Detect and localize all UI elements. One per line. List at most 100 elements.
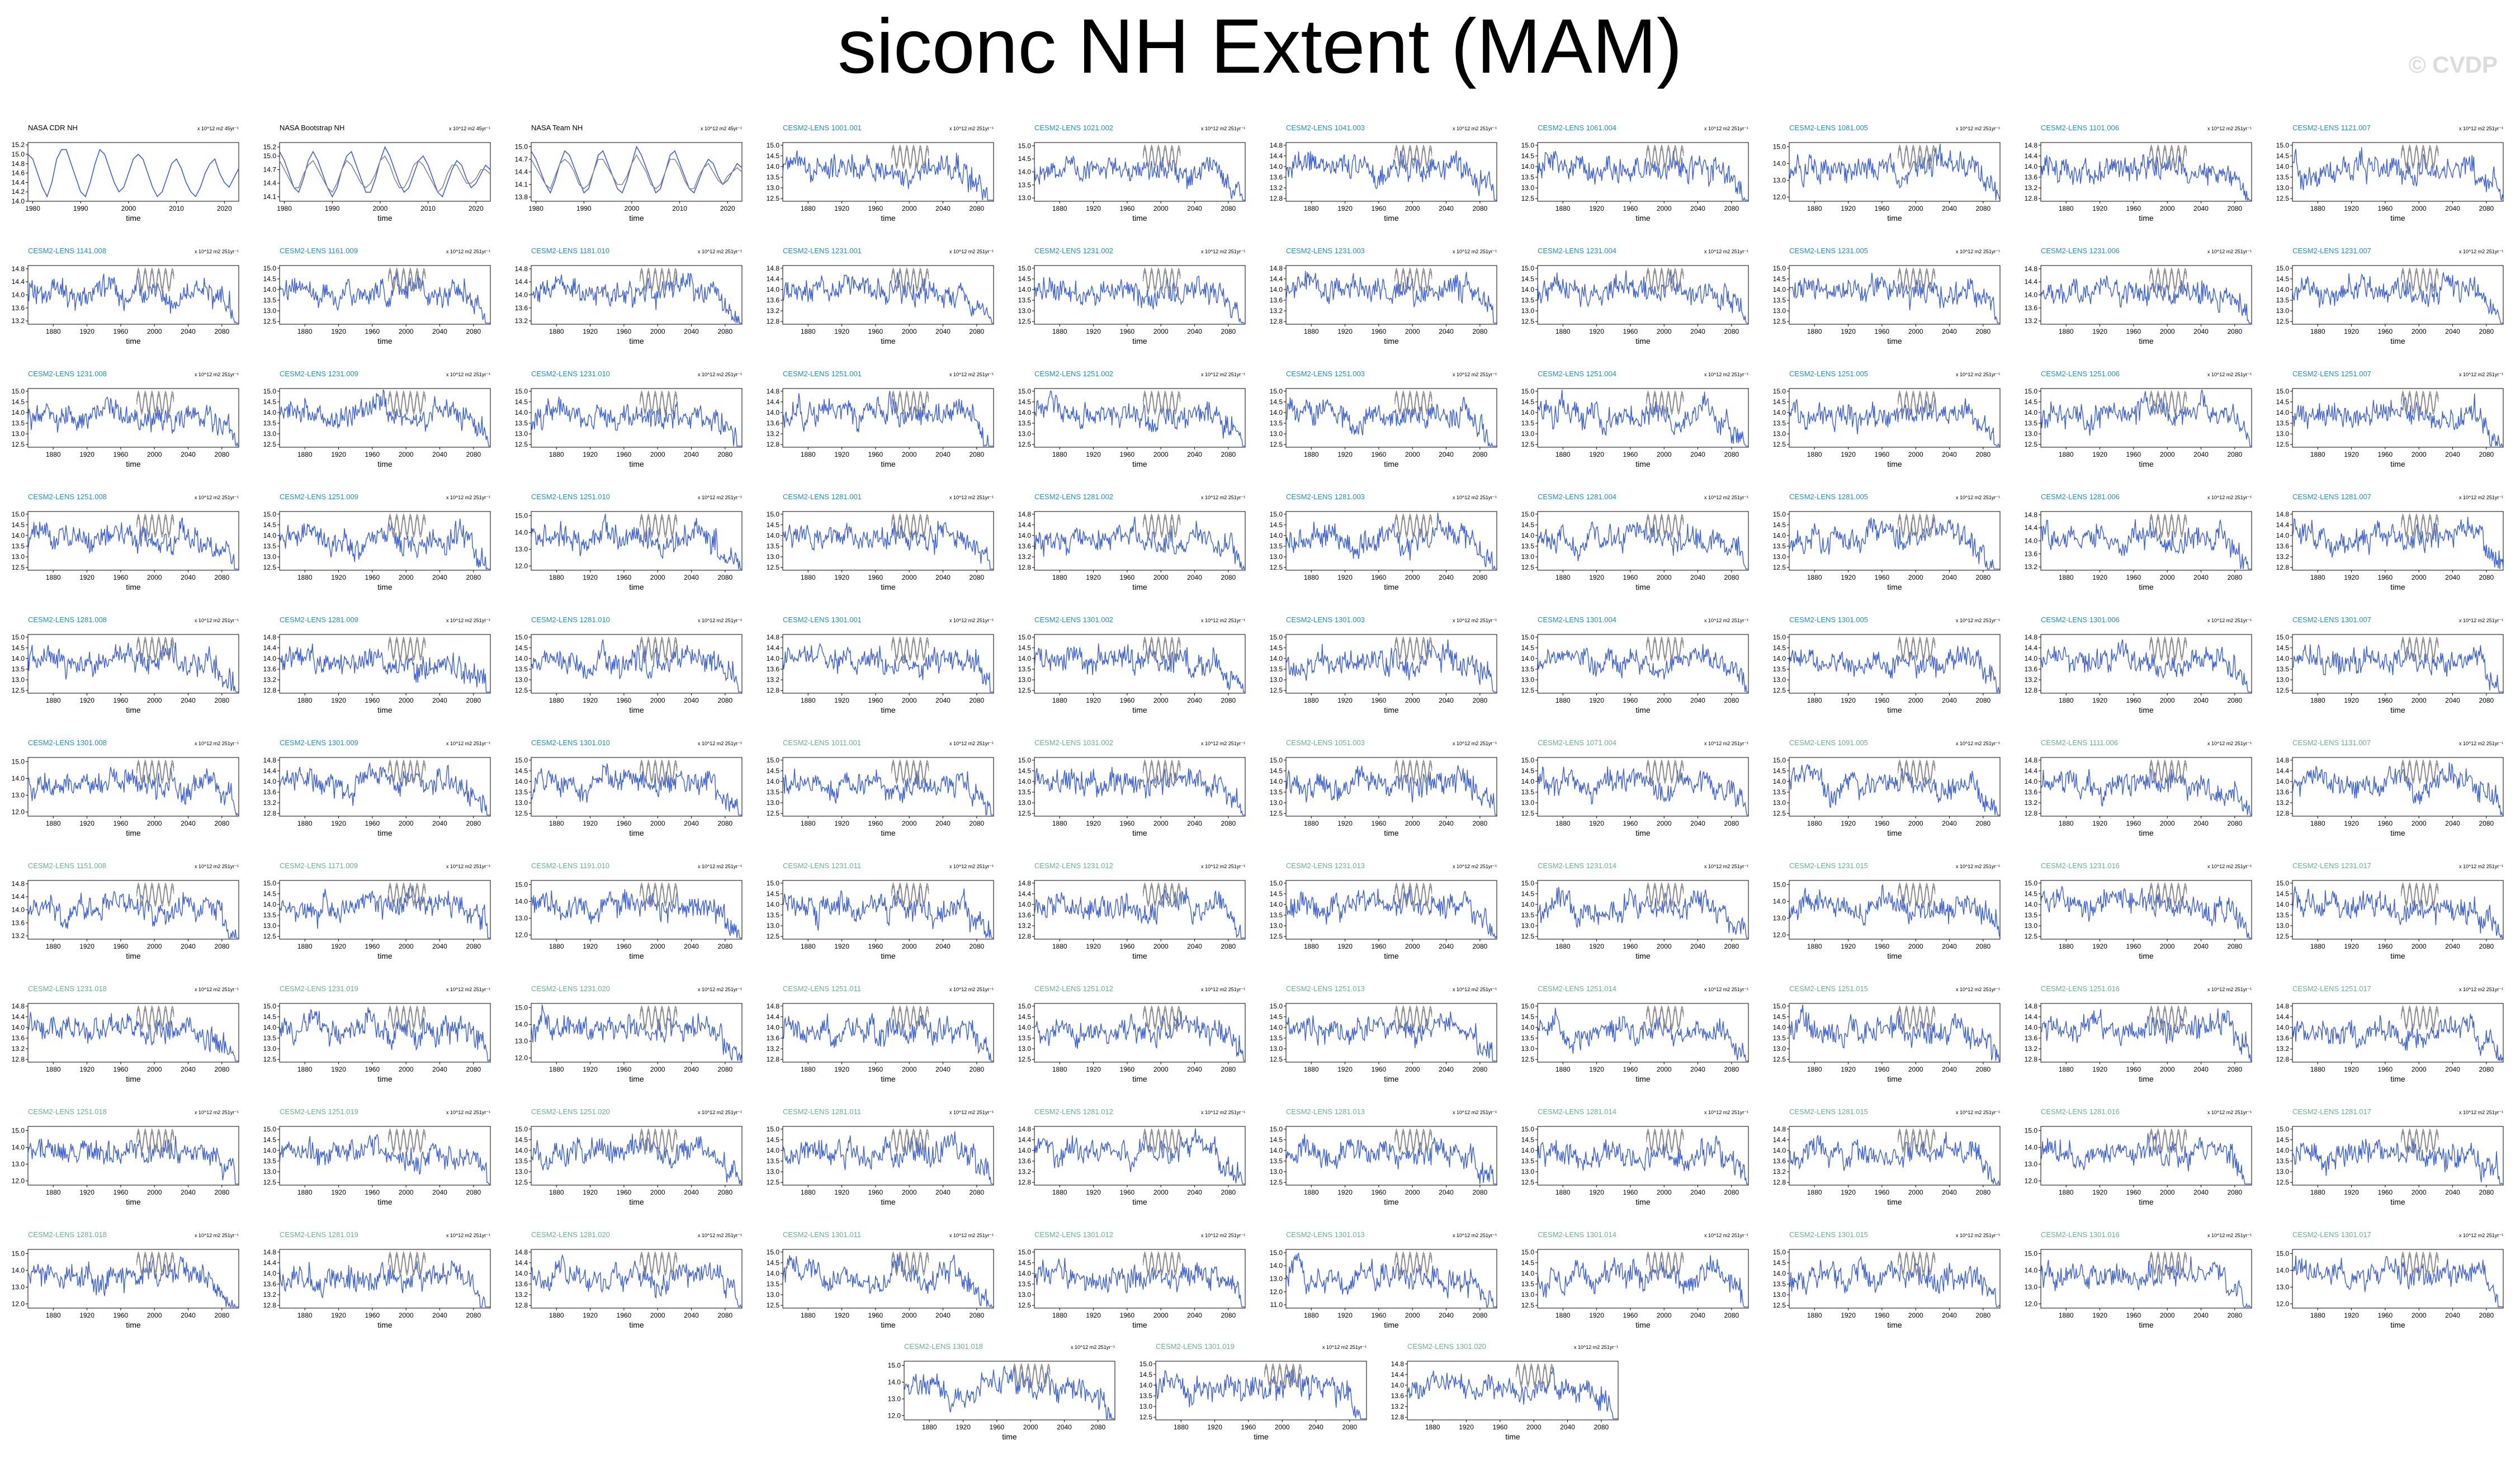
y-tick-label: 12.5 (1270, 686, 1283, 694)
y-tick-label: 12.5 (767, 195, 780, 202)
chart-panel: CESM2-LENS 1231.013 x 10^12 m2 251yr⁻¹12.… (1270, 861, 1497, 960)
obs-overlay-line (136, 1251, 174, 1274)
model-series-line (1789, 144, 2001, 201)
x-tick-label: 1990 (325, 205, 340, 212)
obs-overlay-line (1897, 762, 1936, 785)
plot-frame (1789, 511, 2001, 571)
x-tick-label: 2080 (1221, 1188, 1236, 1196)
obs-overlay-line (387, 516, 426, 539)
x-tick-label: 1960 (114, 451, 129, 458)
y-tick-label: 13.0 (2276, 1168, 2290, 1176)
y-tick-label: 13.6 (1018, 1157, 1032, 1165)
x-tick-label: 1960 (617, 820, 632, 827)
y-tick-label: 13.2 (515, 317, 528, 325)
y-tick-label: 13.0 (263, 1168, 277, 1176)
y-tick-label: 13.5 (1018, 665, 1032, 673)
obs-overlay-line (1646, 762, 1684, 785)
plot-frame (279, 634, 491, 694)
x-tick-label: 1880 (1807, 574, 1822, 581)
x-tick-label: 2000 (650, 1311, 665, 1319)
y-tick-label: 14.4 (2276, 767, 2290, 775)
x-tick-label: 2040 (935, 574, 951, 581)
x-axis-label: time (1635, 337, 1651, 345)
y-tick-label: 14.0 (2025, 409, 2038, 416)
chart-panel: CESM2-LENS 1301.008 x 10^12 m2 251yr⁻¹12.… (12, 738, 239, 837)
model-series-line (1789, 397, 2000, 447)
x-tick-label: 2080 (1975, 1311, 1991, 1319)
y-tick-label: 14.0 (1018, 532, 1032, 539)
chart-panel: CESM2-LENS 1281.010 x 10^12 m2 251yr⁻¹12.… (515, 615, 743, 714)
model-series-line (1034, 390, 1245, 447)
x-tick-label: 2040 (2193, 574, 2209, 581)
x-tick-label: 1920 (1589, 697, 1604, 704)
chart-panel: CESM2-LENS 1301.017 x 10^12 m2 251yr⁻¹12.… (2276, 1230, 2504, 1329)
y-tick-label: 13.5 (1773, 665, 1786, 673)
obs-overlay-line (1897, 639, 1936, 662)
chart-panel: CESM2-LENS 1231.009 x 10^12 m2 251yr⁻¹12.… (263, 370, 491, 468)
x-tick-label: 2080 (1472, 1311, 1487, 1319)
x-tick-label: 1880 (1556, 451, 1571, 458)
y-tick-label: 14.5 (2276, 398, 2290, 406)
obs-overlay-line (387, 393, 426, 416)
x-tick-label: 2080 (1594, 1423, 1609, 1431)
plot-frame (2292, 1003, 2504, 1063)
x-axis-label: time (377, 951, 393, 960)
x-tick-label: 1960 (1875, 451, 1890, 458)
y-tick-label: 14.0 (263, 409, 277, 416)
y-tick-label: 15.0 (767, 1125, 780, 1133)
y-tick-label: 14.4 (263, 644, 277, 652)
y-tick-label: 14.0 (2276, 163, 2290, 170)
x-tick-label: 2040 (2193, 942, 2209, 950)
x-tick-label: 2040 (432, 1065, 447, 1073)
y-tick-label: 15.0 (767, 1248, 780, 1256)
panel-units: x 10^12 m2 251yr⁻¹ (195, 864, 239, 869)
x-tick-label: 1960 (2126, 205, 2141, 212)
x-tick-label: 1990 (576, 205, 592, 212)
x-axis-label: time (126, 1197, 141, 1206)
x-tick-label: 2040 (2193, 1311, 2209, 1319)
x-tick-label: 2080 (1975, 1065, 1991, 1073)
y-tick-label: 13.2 (12, 1045, 25, 1053)
x-tick-label: 1920 (79, 451, 94, 458)
y-tick-label: 13.0 (263, 1045, 277, 1053)
y-tick-label: 14.0 (2276, 286, 2290, 293)
obs-overlay-line (1646, 885, 1684, 908)
x-tick-label: 2000 (2160, 328, 2175, 335)
model-series-line (2292, 517, 2504, 569)
x-tick-label: 2080 (1342, 1423, 1357, 1431)
obs-overlay-line (1897, 1005, 1936, 1028)
y-tick-label: 12.5 (1018, 809, 1032, 817)
y-tick-label: 13.2 (767, 430, 780, 438)
y-tick-label: 13.5 (2025, 419, 2038, 427)
model-series-line (1034, 1011, 1245, 1062)
obs-overlay-line (2149, 270, 2187, 293)
panel-units: x 10^12 m2 251yr⁻¹ (2207, 618, 2252, 623)
x-tick-label: 2040 (181, 1311, 196, 1319)
x-tick-label: 2080 (2227, 1311, 2242, 1319)
y-tick-label: 14.0 (2276, 532, 2290, 539)
x-tick-label: 2000 (2412, 1065, 2427, 1073)
x-tick-label: 1980 (277, 205, 292, 212)
y-tick-label: 13.5 (1270, 788, 1283, 796)
x-tick-label: 1920 (331, 574, 346, 581)
x-tick-label: 1880 (1304, 1311, 1319, 1319)
model-series-line (1155, 1369, 1367, 1419)
y-tick-label: 12.0 (12, 1177, 25, 1185)
x-tick-label: 1960 (1623, 205, 1638, 212)
x-tick-label: 1920 (1086, 574, 1101, 581)
panel-title: CESM2-LENS 1001.001 (783, 124, 862, 132)
model-series-line (1537, 150, 1748, 201)
y-tick-label: 13.5 (1270, 1034, 1283, 1042)
y-tick-label: 14.0 (1521, 286, 1535, 293)
model-series-line (782, 1254, 994, 1308)
x-axis-label: time (1384, 1197, 1399, 1206)
chart-panel: CESM2-LENS 1281.020 x 10^12 m2 251yr⁻¹12.… (515, 1230, 743, 1329)
obs-overlay-line (2400, 1005, 2439, 1028)
y-tick-label: 13.0 (263, 430, 277, 438)
x-tick-label: 1960 (1120, 942, 1135, 950)
obs-overlay-line (2400, 1128, 2439, 1151)
panel-title: CESM2-LENS 1281.001 (783, 492, 862, 501)
x-tick-label: 1920 (1337, 328, 1353, 335)
model-series-line (2292, 1138, 2503, 1185)
x-tick-label: 1920 (1337, 1065, 1353, 1073)
